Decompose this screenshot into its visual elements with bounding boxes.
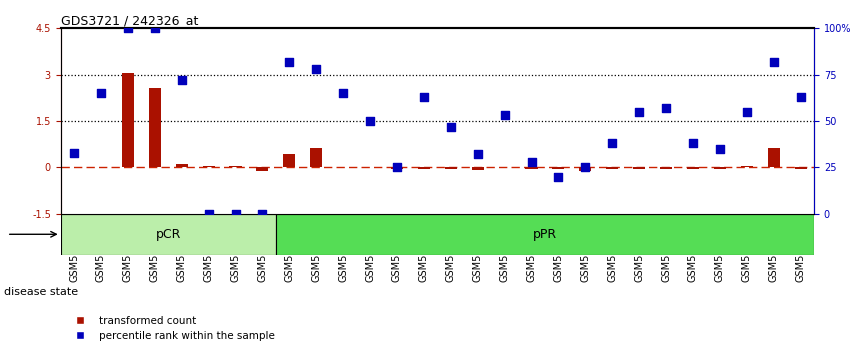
Text: GDS3721 / 242326_at: GDS3721 / 242326_at bbox=[61, 14, 198, 27]
Bar bbox=[660, 167, 672, 169]
Point bbox=[309, 66, 323, 72]
Point bbox=[525, 159, 539, 165]
Bar bbox=[553, 167, 565, 169]
Point bbox=[390, 165, 404, 170]
Bar bbox=[176, 164, 188, 167]
Bar bbox=[687, 167, 699, 169]
Point bbox=[121, 25, 135, 31]
Bar bbox=[417, 167, 430, 169]
Bar bbox=[122, 73, 134, 167]
Bar bbox=[276, 214, 814, 255]
Bar bbox=[445, 167, 457, 169]
Point bbox=[444, 124, 458, 130]
Point bbox=[471, 152, 485, 157]
Point bbox=[175, 78, 189, 83]
Bar bbox=[149, 88, 161, 167]
Bar bbox=[633, 167, 645, 169]
Point bbox=[766, 59, 780, 64]
Point bbox=[713, 146, 727, 152]
Bar bbox=[310, 148, 322, 167]
Point bbox=[68, 150, 81, 155]
Point bbox=[94, 90, 108, 96]
Point bbox=[740, 109, 753, 115]
Bar bbox=[472, 167, 484, 170]
Point bbox=[578, 165, 592, 170]
Bar bbox=[740, 166, 753, 167]
Text: disease state: disease state bbox=[4, 287, 79, 297]
Point bbox=[202, 211, 216, 217]
Bar bbox=[61, 214, 276, 255]
Legend: transformed count, percentile rank within the sample: transformed count, percentile rank withi… bbox=[66, 312, 279, 345]
Point bbox=[417, 94, 430, 100]
Point bbox=[148, 25, 162, 31]
Point bbox=[255, 211, 269, 217]
Bar bbox=[579, 167, 591, 171]
Point bbox=[605, 141, 619, 146]
Point bbox=[659, 105, 673, 111]
Text: pCR: pCR bbox=[156, 228, 181, 241]
Bar bbox=[283, 154, 295, 167]
Bar bbox=[714, 167, 726, 169]
Bar bbox=[256, 167, 268, 171]
Bar bbox=[794, 167, 806, 169]
Point bbox=[282, 59, 296, 64]
Point bbox=[552, 174, 565, 179]
Bar bbox=[606, 167, 618, 169]
Bar bbox=[526, 167, 538, 169]
Point bbox=[363, 118, 377, 124]
Point bbox=[229, 211, 242, 217]
Text: pPR: pPR bbox=[533, 228, 557, 241]
Bar bbox=[229, 166, 242, 167]
Bar bbox=[767, 148, 779, 167]
Point bbox=[498, 113, 512, 118]
Bar bbox=[203, 166, 215, 167]
Bar bbox=[391, 167, 403, 169]
Point bbox=[793, 94, 807, 100]
Point bbox=[336, 90, 350, 96]
Point bbox=[632, 109, 646, 115]
Point bbox=[686, 141, 700, 146]
